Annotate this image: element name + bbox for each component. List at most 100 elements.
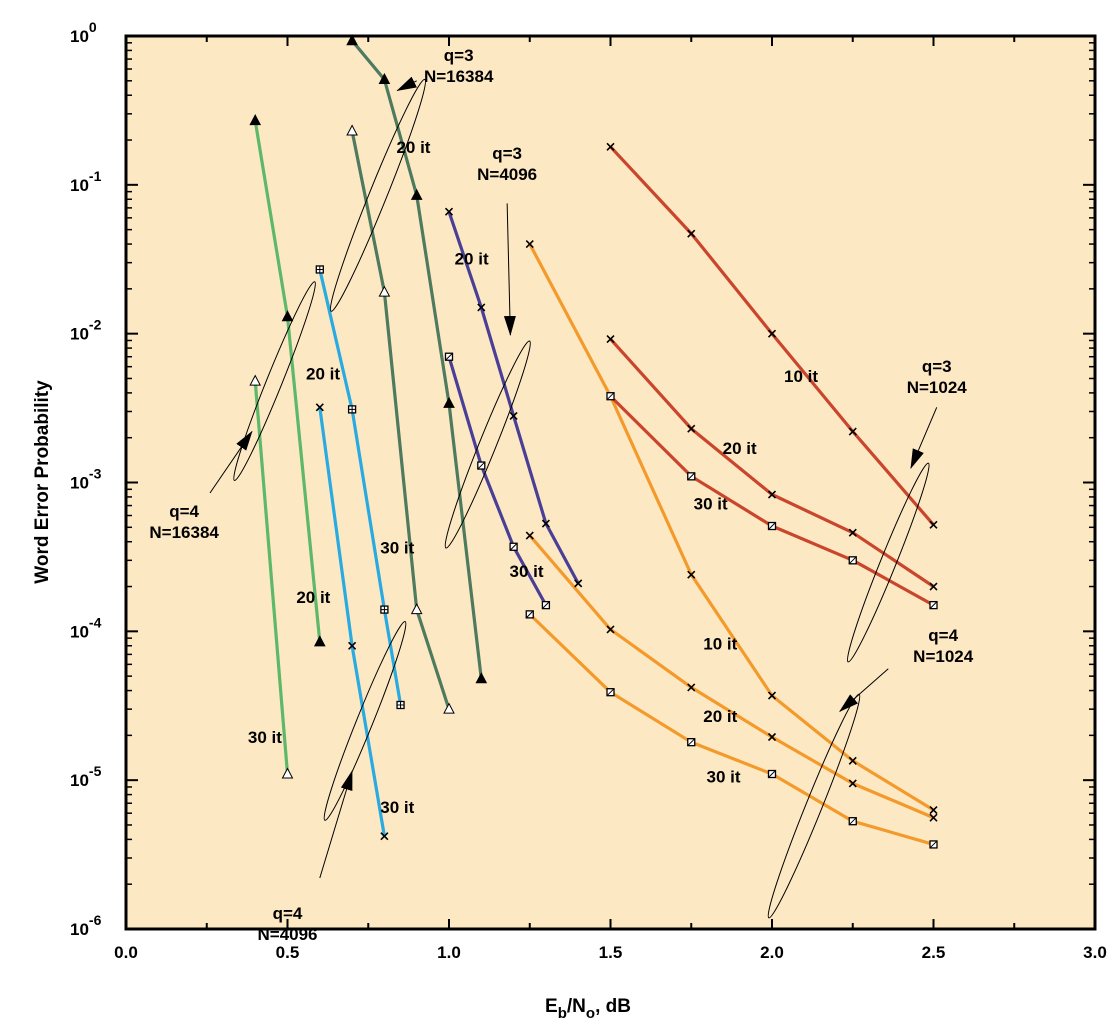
- x-tick-labels: 0.0 0.5 1.0 1.5 2.0 2.5 3.0: [114, 943, 1107, 962]
- y-tick-exponent: -1: [89, 168, 102, 184]
- callout-q-label: q=3: [922, 357, 952, 376]
- callout-labels: q=3 N=16384 q=3 N=4096 q=3 N=1024 q=4 N=1024 q=4…: [149, 46, 973, 944]
- data-point-cross: [687, 570, 696, 579]
- data-point-cross: [348, 641, 357, 650]
- data-point-square-plus-cross: [397, 701, 405, 709]
- data-point-square-slash: [848, 556, 857, 565]
- y-tick-exponent: -3: [89, 466, 102, 482]
- data-point-cross: [767, 490, 777, 499]
- data-point-square-plus-cross: [316, 265, 324, 273]
- y-tick-label: 100: [70, 19, 97, 46]
- data-point-cross: [929, 582, 938, 591]
- callout-arrow: [209, 430, 253, 494]
- y-tick-base: 10: [70, 27, 89, 46]
- data-point-triangle: [378, 72, 391, 85]
- y-tick-exponent: -4: [89, 614, 102, 630]
- series-line: [528, 534, 935, 820]
- y-tick-label: 10-6: [70, 912, 102, 939]
- data-point-triangle: [443, 396, 455, 408]
- iteration-label: 20 it: [703, 707, 737, 726]
- data-point-cross: [606, 142, 615, 151]
- iteration-label: 30 it: [248, 728, 282, 747]
- y-tick-label: 10-3: [70, 466, 102, 493]
- iteration-label: 30 it: [380, 798, 414, 817]
- iteration-label: 30 it: [510, 562, 544, 581]
- callout-arrow: [910, 407, 938, 469]
- iteration-label: 20 it: [306, 364, 340, 383]
- data-markers: [249, 34, 938, 849]
- data-point-cross: [477, 303, 486, 312]
- y-tick-base: 10: [70, 920, 89, 939]
- x-axis-title-b: b: [558, 1005, 567, 1022]
- callout-q-label: q=4: [273, 904, 303, 923]
- data-point-triangle: [281, 310, 294, 322]
- x-tick-label: 0.0: [114, 943, 138, 962]
- y-tick-exponent: 0: [89, 19, 97, 35]
- series-line: [447, 356, 548, 606]
- callout-arrow: [503, 203, 516, 336]
- data-point-cross: [767, 732, 777, 742]
- y-tick-exponent: -2: [89, 317, 102, 333]
- iteration-label: 30 it: [707, 767, 741, 786]
- series-line: [528, 243, 935, 812]
- data-point-cross: [574, 579, 583, 588]
- callout-arrows: [209, 76, 938, 879]
- y-tick-label: 10-1: [70, 168, 102, 195]
- callout-q-label: q=3: [492, 144, 522, 163]
- data-point-square-slash: [477, 461, 486, 470]
- data-point-triangle: [410, 188, 423, 200]
- data-point-square-slash: [525, 610, 534, 619]
- iteration-labels: 10 it 20 it 30 it 10 it 20 it 30 it 20 it 30 it…: [248, 138, 819, 817]
- data-point-triangle: [249, 114, 262, 126]
- data-point-triangle: [475, 672, 488, 684]
- data-point-square-slash: [687, 738, 696, 747]
- series-line: [350, 130, 451, 710]
- data-point-triangle: [346, 124, 358, 136]
- iteration-label: 10 it: [703, 634, 737, 653]
- y-tick-label: 10-4: [70, 614, 102, 641]
- data-point-cross: [687, 229, 696, 238]
- y-tick-base: 10: [70, 622, 89, 641]
- data-point-cross: [525, 531, 534, 540]
- data-point-triangle: [313, 635, 326, 647]
- callout-n-label: N=16384: [149, 523, 219, 542]
- data-point-triangle: [443, 702, 455, 714]
- x-tick-label: 3.0: [1083, 943, 1107, 962]
- series-line: [528, 613, 934, 846]
- data-point-square-slash: [929, 840, 938, 849]
- data-point-cross: [929, 813, 938, 822]
- data-point-cross: [929, 520, 938, 529]
- iteration-label: 10 it: [784, 367, 818, 386]
- x-tick-label: 1.5: [599, 943, 623, 962]
- callout-q-label: q=4: [169, 502, 199, 521]
- iteration-label: 30 it: [694, 495, 728, 514]
- callout-n-label: N=16384: [424, 67, 494, 86]
- callout-n-label: N=1024: [913, 647, 974, 666]
- callout-ellipse: [233, 281, 316, 482]
- y-tick-exponent: -5: [89, 763, 102, 779]
- x-axis-title-n: /N: [567, 996, 586, 1017]
- y-tick-base: 10: [70, 176, 89, 195]
- y-tick-label: 10-2: [70, 317, 102, 344]
- callout-n-label: N=4096: [257, 925, 317, 944]
- callout-q-label: q=3: [444, 46, 474, 65]
- data-point-square-slash: [445, 352, 453, 361]
- data-point-cross: [848, 427, 857, 436]
- data-point-square-slash: [929, 601, 938, 609]
- callout-arrow: [396, 76, 417, 92]
- y-tick-label: 10-5: [70, 763, 102, 790]
- data-point-cross: [848, 756, 857, 765]
- data-point-square-slash: [768, 770, 776, 778]
- data-point-square-slash: [509, 542, 518, 551]
- data-point-triangle: [410, 603, 423, 615]
- iteration-label: 30 it: [380, 539, 414, 558]
- x-axis-title-o: o: [586, 1005, 595, 1022]
- plot-area: [124, 34, 1097, 931]
- y-tick-base: 10: [70, 325, 89, 344]
- data-point-square-slash: [687, 472, 696, 481]
- data-point-cross: [767, 329, 777, 338]
- y-axis-title: Word Error Probability: [32, 380, 53, 584]
- callout-n-label: N=4096: [477, 165, 537, 184]
- data-point-cross: [525, 239, 534, 249]
